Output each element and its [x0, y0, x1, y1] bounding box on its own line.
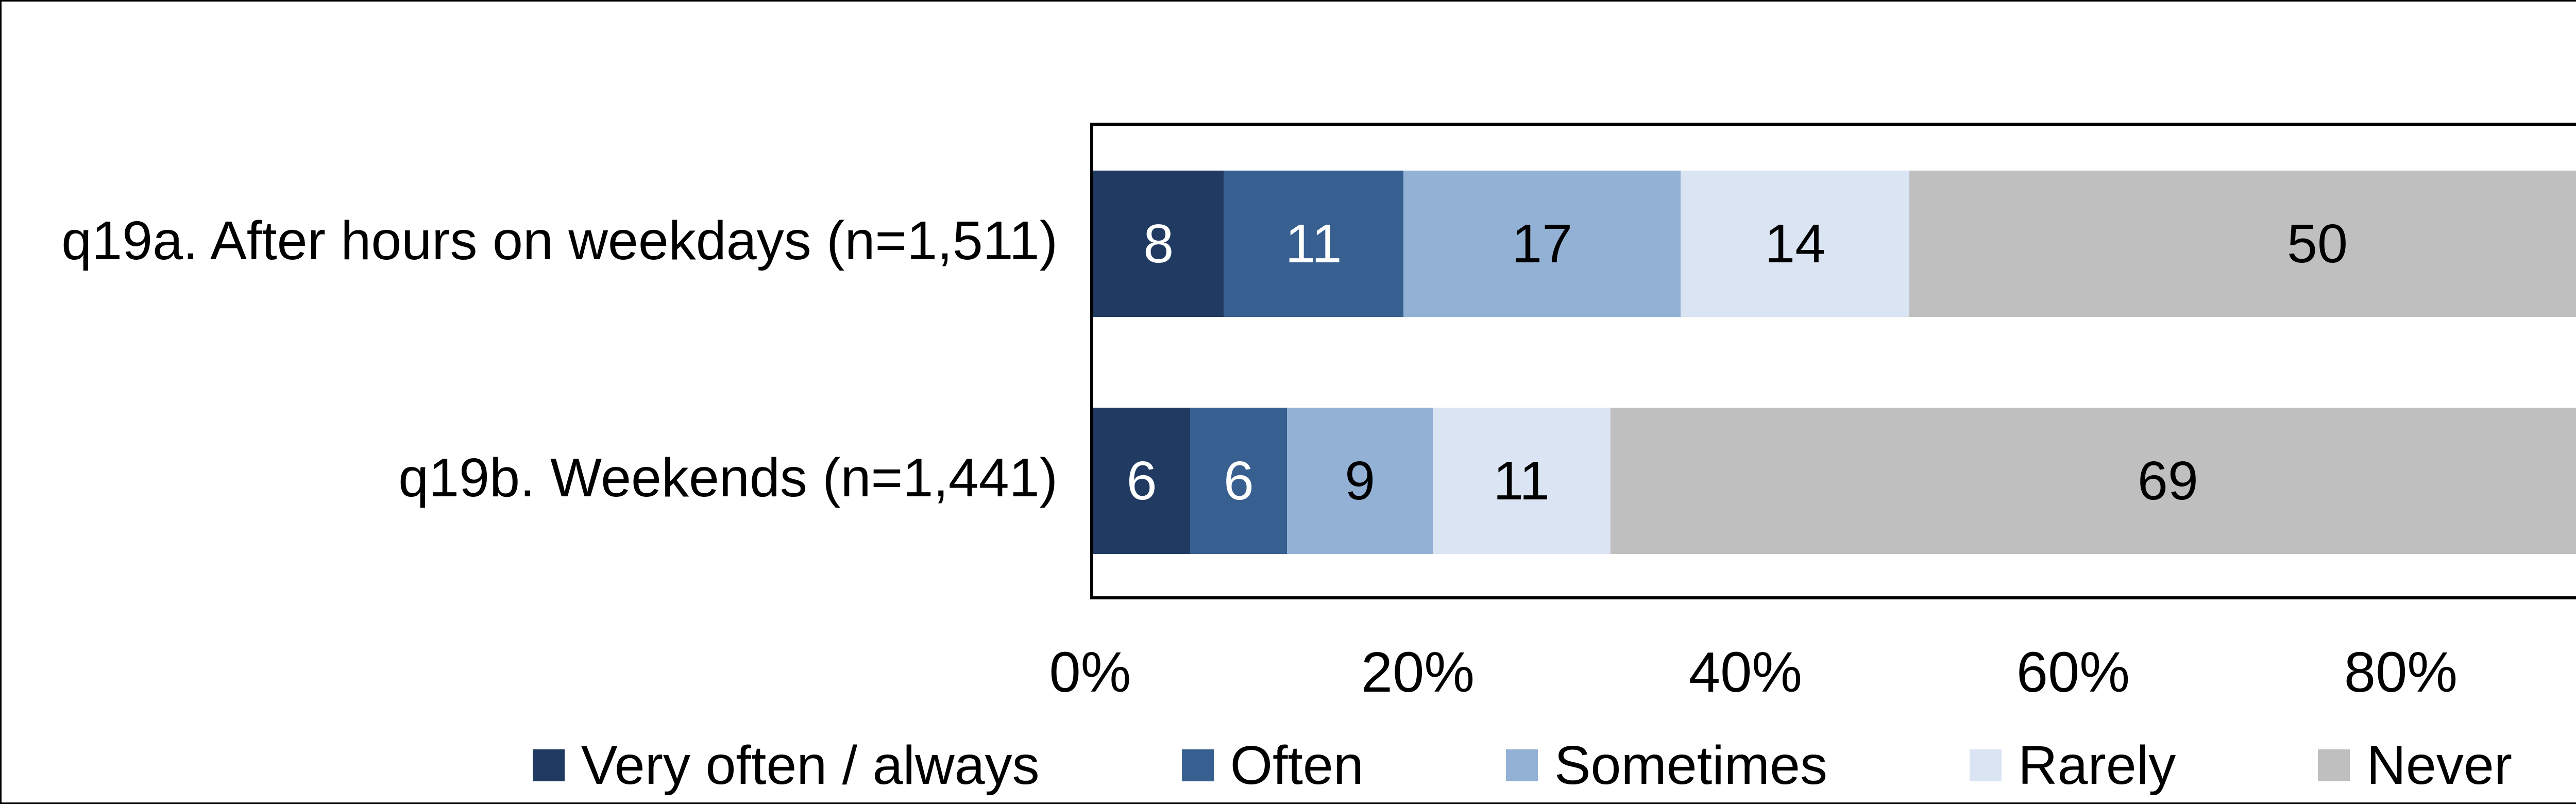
stacked-bar: 6 6 9 11 69 [1093, 408, 2576, 554]
legend-item: Often [1181, 734, 1364, 797]
legend-swatch-icon [2318, 749, 2350, 781]
x-tick-label: 40% [1688, 641, 1803, 704]
legend-label: Sometimes [1554, 734, 1827, 796]
bar-segment: 8 [1093, 171, 1224, 317]
plot-area: 8 11 17 14 50 6 6 9 11 69 [1090, 123, 2576, 599]
x-axis: 0%20%40%60%80%100% [1049, 640, 2576, 707]
bar-segment: 50 [1909, 171, 2576, 317]
x-tick-label: 20% [1361, 641, 1475, 704]
legend-item: Never [2318, 734, 2512, 797]
legend-label: Often [1230, 734, 1364, 796]
x-tick-label: 80% [2344, 641, 2458, 704]
legend-item: Rarely [1970, 734, 2176, 797]
legend-swatch-icon [1181, 749, 1214, 781]
legend-label: Very often / always [581, 734, 1040, 796]
category-label: q19a. After hours on weekdays (n=1,511) [61, 210, 1058, 271]
category-label: q19b. Weekends (n=1,441) [398, 447, 1058, 508]
x-tick-label: 0% [1049, 641, 1131, 704]
bar-segment: 9 [1287, 408, 1433, 554]
bar-segment: 6 [1093, 408, 1191, 554]
stacked-bar: 8 11 17 14 50 [1093, 171, 2576, 317]
bar-segment: 69 [1610, 408, 2576, 554]
bar-segment: 14 [1681, 171, 1909, 317]
bar-segment: 17 [1403, 171, 1681, 317]
legend-swatch-icon [532, 749, 565, 781]
legend-item: Very often / always [532, 734, 1040, 797]
legend-item: Sometimes [1505, 734, 1827, 797]
bar-segment: 11 [1224, 171, 1403, 317]
legend-label: Never [2366, 734, 2513, 796]
x-tick-label: 60% [2016, 641, 2130, 704]
bar-segment: 6 [1190, 408, 1287, 554]
bar-segment: 11 [1432, 408, 1611, 554]
legend: Very often / always Often Sometimes Rarely N… [2, 734, 2576, 796]
legend-swatch-icon [1970, 749, 2002, 781]
legend-label: Rarely [2018, 734, 2176, 796]
legend-swatch-icon [1505, 749, 1538, 781]
